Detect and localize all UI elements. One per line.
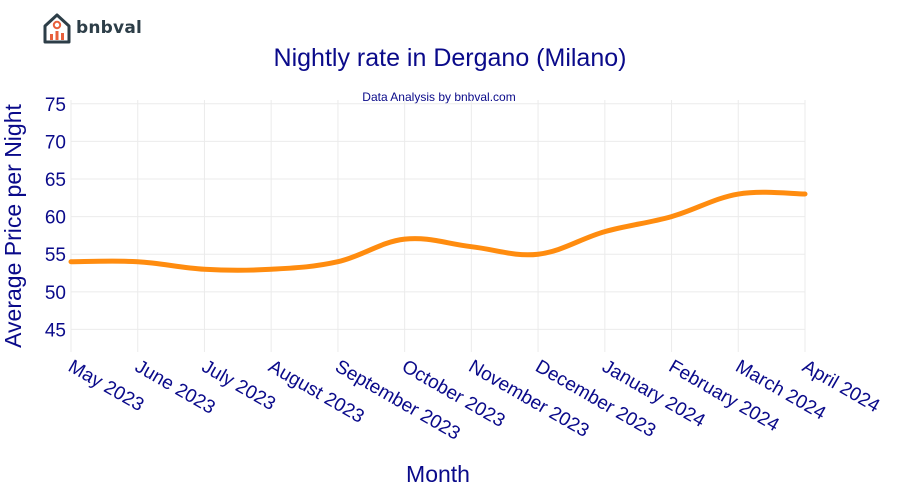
series-layer (68, 189, 808, 273)
y-tick-label: 75 (45, 95, 66, 116)
chart-title: Nightly rate in Dergano (Milano) (273, 44, 627, 72)
x-tick-label: May 2023 (65, 356, 148, 416)
y-tick-label: 70 (45, 132, 66, 153)
y-tick-label: 50 (45, 283, 66, 304)
chart-subtitle: Data Analysis by bnbval.com (362, 90, 516, 104)
brand-logo: bnbval (42, 12, 142, 44)
x-axis-title: Month (406, 461, 470, 487)
y-tick-label: 45 (45, 320, 66, 341)
series-line (68, 189, 808, 273)
y-tick-label: 65 (45, 170, 66, 191)
y-tick-label: 55 (45, 245, 66, 266)
y-tick-label: 60 (45, 208, 66, 229)
house-chart-icon (43, 13, 71, 44)
y-axis-ticks: 45 50 55 60 65 70 75 (45, 95, 66, 342)
gridlines (70, 100, 806, 352)
x-tick-label: February 2024 (665, 356, 783, 436)
y-axis-title: Average Price per Night (0, 104, 26, 348)
brand-name: bnbval (76, 18, 143, 38)
